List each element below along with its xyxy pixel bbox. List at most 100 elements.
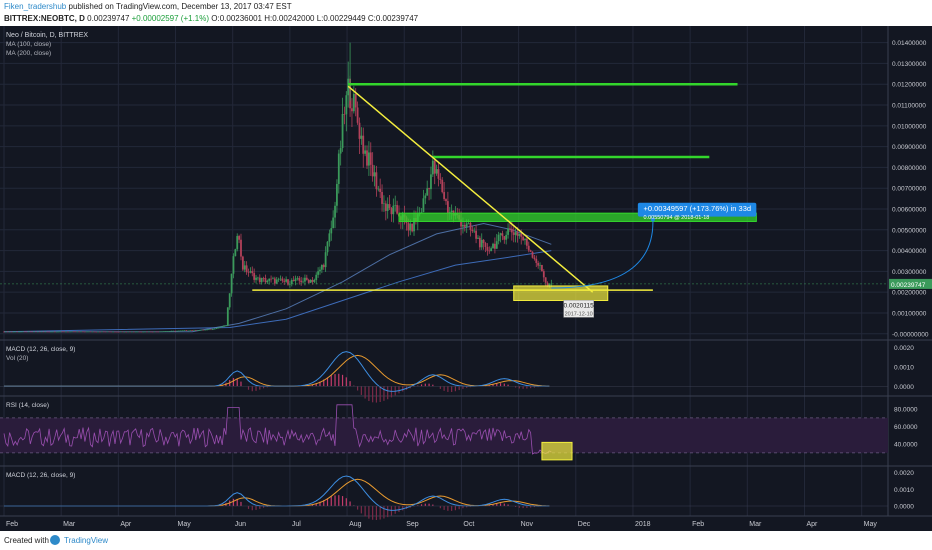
candle-body	[450, 210, 453, 213]
candle-body	[241, 256, 244, 270]
candle-body	[328, 233, 331, 242]
candle-body	[3, 331, 5, 333]
candle-body	[439, 178, 442, 180]
candle-body	[520, 233, 523, 237]
candle-body	[232, 256, 235, 274]
candle-body	[193, 330, 195, 331]
price-pane-title: Neo / Bitcoin, D, BITTREX	[6, 32, 88, 39]
last-price-tag	[889, 278, 932, 289]
candle-body	[430, 174, 432, 190]
candle-body	[95, 331, 98, 333]
candle-body	[129, 331, 131, 333]
candle-body	[337, 153, 340, 184]
candle-body	[527, 245, 530, 251]
candle-body	[315, 274, 318, 280]
chart-canvas[interactable]: Feb Mar Apr May Jun Jul Aug Sep Oct Nov Dec 2018 Feb…	[0, 26, 932, 531]
candle-body	[309, 279, 312, 283]
candle-body	[541, 264, 543, 272]
candle-body	[431, 160, 434, 175]
candle-body	[161, 331, 163, 333]
candle-body	[288, 284, 291, 285]
candle-body	[394, 205, 397, 206]
candle-body	[533, 257, 536, 259]
y-tick-label: 0.01000000	[892, 123, 927, 130]
candle-body	[465, 223, 468, 227]
candle-body	[83, 331, 86, 333]
volume-legend: Vol (20)	[6, 355, 28, 362]
candle-body	[287, 279, 289, 285]
tradingview-logo-icon	[50, 535, 60, 545]
candle-body	[200, 329, 203, 331]
candle-body	[462, 224, 464, 227]
candle-body	[494, 243, 496, 249]
candle-body	[356, 107, 359, 123]
candle-body	[446, 201, 449, 213]
x-tick-label: Dec	[578, 521, 591, 528]
candle-body	[136, 331, 139, 333]
candle-body	[292, 280, 295, 282]
candle-body	[155, 331, 158, 333]
candle-body	[219, 327, 222, 328]
ma100-legend: MA (100, close)	[6, 41, 51, 48]
rsi-oversold-highlight	[541, 441, 573, 461]
candle-body	[21, 331, 24, 333]
candle-body	[100, 331, 103, 333]
x-tick-label: Apr	[120, 521, 132, 528]
candle-body	[546, 282, 549, 287]
candle-body	[117, 331, 120, 333]
candle-body	[149, 331, 152, 333]
candle-body	[50, 331, 52, 333]
candle-body	[298, 278, 301, 281]
candle-body	[196, 330, 199, 331]
candle-body	[245, 265, 248, 273]
candle-body	[510, 228, 513, 233]
candle-body	[522, 236, 525, 241]
pane-title: MACD (12, 26, close, 9)	[6, 346, 75, 353]
chart-header: Fiken_tradershub published on TradingVie…	[0, 0, 932, 26]
candle-body	[311, 279, 314, 282]
y-tick-label: 0.0010	[894, 487, 914, 494]
candle-body	[377, 188, 380, 190]
candle-body	[55, 331, 58, 333]
candle-body	[249, 271, 252, 273]
candle-body	[266, 280, 269, 283]
candle-body	[238, 236, 241, 240]
candle-body	[181, 330, 184, 332]
candle-body	[189, 330, 192, 331]
candle-body	[61, 331, 64, 333]
author-link[interactable]: Fiken_tradershub	[4, 2, 67, 11]
candle-body	[59, 331, 62, 333]
y-tick-label: 0.00500000	[892, 227, 927, 234]
candle-body	[270, 278, 272, 280]
y-tick-label: 0.01300000	[892, 61, 927, 68]
candle-body	[381, 192, 383, 204]
candle-body	[482, 239, 485, 244]
candle-body	[159, 331, 162, 333]
candle-body	[211, 329, 214, 330]
candle-body	[236, 236, 239, 250]
candle-body	[317, 271, 320, 275]
rsi-line	[3, 404, 552, 455]
candle-body	[529, 250, 532, 252]
candle-body	[366, 150, 368, 166]
candle-body	[234, 249, 237, 257]
pane-title: RSI (14, close)	[6, 402, 49, 409]
tradingview-link[interactable]: TradingView	[64, 536, 109, 545]
candle-body	[91, 331, 94, 333]
candle-body	[304, 277, 306, 282]
y-tick-label: 0.00600000	[892, 206, 927, 213]
candle-body	[285, 279, 288, 282]
x-tick-label: Aug	[349, 521, 362, 528]
candle-body	[18, 331, 20, 333]
x-tick-label: Apr	[806, 521, 818, 528]
candle-body	[537, 262, 540, 266]
candle-body	[351, 108, 353, 112]
candle-body	[230, 273, 233, 294]
candle-body	[125, 331, 128, 333]
candle-body	[262, 277, 265, 279]
candle-body	[146, 331, 148, 333]
candle-body	[33, 331, 35, 333]
chart-background	[0, 26, 932, 531]
green-resistance-zone	[398, 212, 757, 222]
candle-body	[383, 203, 385, 205]
